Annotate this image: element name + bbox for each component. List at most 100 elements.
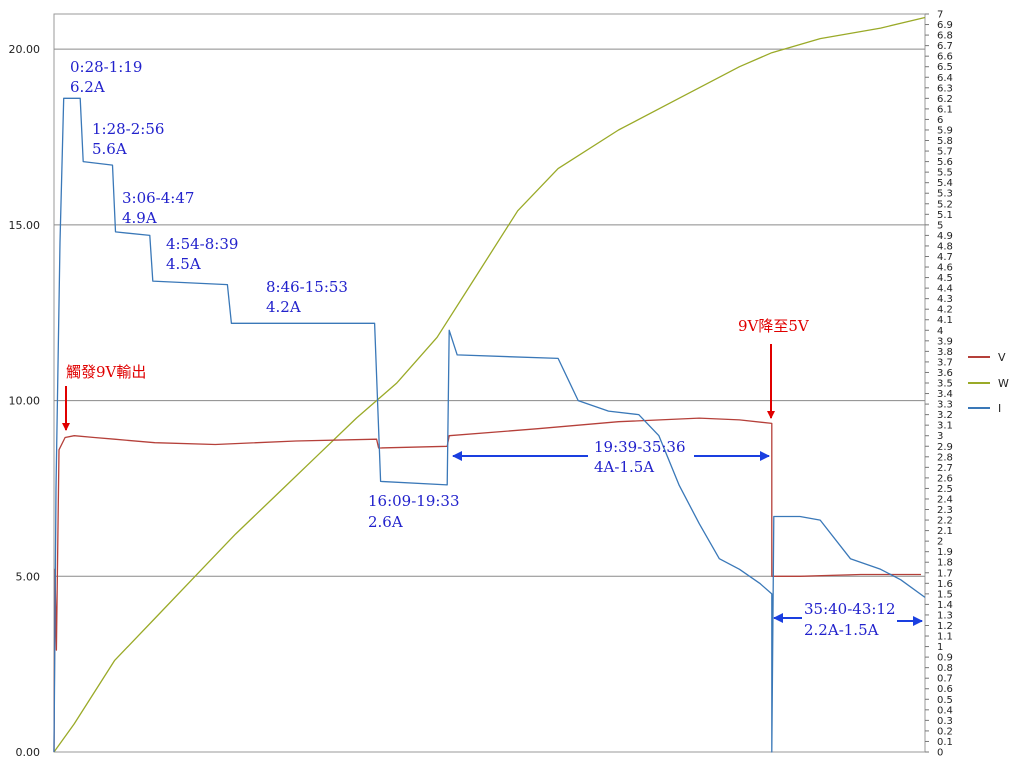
right-tick-label: 3.4 — [937, 389, 953, 400]
right-tick-label: 3.8 — [937, 347, 953, 358]
right-tick-label: 1.6 — [937, 579, 953, 590]
right-tick-label: 6.9 — [937, 20, 953, 31]
right-tick-label: 3.5 — [937, 379, 953, 390]
right-tick-label: 7 — [937, 10, 943, 21]
ann-current-7: 4A-1.5A — [594, 458, 654, 476]
right-tick-label: 3.1 — [937, 421, 953, 432]
right-tick-label: 5.7 — [937, 147, 953, 158]
annotation-arrows — [62, 344, 923, 626]
right-tick-label: 1.9 — [937, 547, 953, 558]
right-tick-label: 4.1 — [937, 315, 953, 326]
right-tick-label: 6.6 — [937, 52, 953, 63]
right-tick-label: 5.4 — [937, 178, 953, 189]
right-tick-label: 2.5 — [937, 484, 953, 495]
plot-area — [53, 13, 926, 753]
ann-time-1: 0:28-1:19 — [70, 58, 142, 76]
legend-label-w: W — [998, 377, 1009, 390]
right-tick-label: 2.4 — [937, 494, 953, 505]
right-tick-label: 5.9 — [937, 125, 953, 136]
right-tick-label: 6 — [937, 115, 943, 126]
right-tick-label: 1.1 — [937, 632, 953, 643]
right-tick-label: 2.3 — [937, 505, 953, 516]
right-tick-label: 1.4 — [937, 600, 953, 611]
right-tick-label: 1 — [937, 642, 943, 653]
right-tick-label: 4.6 — [937, 263, 953, 274]
right-tick-label: 3.6 — [937, 368, 953, 379]
right-tick-label: 5.2 — [937, 199, 953, 210]
right-tick-label: 1.7 — [937, 568, 953, 579]
right-tick-label: 0 — [937, 748, 943, 759]
left-tick-label: 0.00 — [16, 746, 41, 759]
ann-current-4: 4.5A — [166, 255, 201, 273]
right-tick-label: 4.8 — [937, 241, 953, 252]
series-lines — [53, 16, 926, 753]
left-tick-label: 20.00 — [9, 43, 41, 56]
right-tick-label: 5.5 — [937, 168, 953, 179]
right-tick-label: 6.1 — [937, 104, 953, 115]
right-tick-label: 3 — [937, 431, 943, 442]
right-tick-label: 5.1 — [937, 210, 953, 221]
left-axis: 0.00 5.00 10.00 15.00 20.00 — [9, 43, 41, 759]
right-tick-label: 2 — [937, 537, 943, 548]
right-tick-label: 3.3 — [937, 400, 953, 411]
ann-time-5: 8:46-15:53 — [266, 278, 348, 296]
right-tick-label: 1.8 — [937, 558, 953, 569]
ann-current-2: 5.6A — [92, 140, 127, 158]
ann-time-2: 1:28-2:56 — [92, 120, 164, 138]
right-tick-label: 6.5 — [937, 62, 953, 73]
legend-label-i: I — [998, 402, 1001, 415]
series-line-w — [53, 16, 926, 753]
right-tick-label: 2.8 — [937, 452, 953, 463]
right-tick-label: 4.9 — [937, 231, 953, 242]
ann-current-8: 2.2A-1.5A — [804, 621, 879, 639]
right-tick-label: 5.6 — [937, 157, 953, 168]
right-tick-label: 3.7 — [937, 357, 953, 368]
legend-label-v: V — [998, 351, 1006, 364]
series-line-i — [53, 97, 926, 753]
right-tick-label: 0.2 — [937, 726, 953, 737]
ann-time-8: 35:40-43:12 — [804, 600, 896, 618]
right-tick-label: 6.4 — [937, 73, 953, 84]
right-tick-label: 5.8 — [937, 136, 953, 147]
right-tick-label: 0.5 — [937, 695, 953, 706]
annotations: 0:28-1:19 6.2A 1:28-2:56 5.6A 3:06-4:47 … — [66, 58, 896, 639]
right-tick-label: 2.2 — [937, 516, 953, 527]
right-tick-label: 4.2 — [937, 305, 953, 316]
right-tick-label: 4.4 — [937, 284, 953, 295]
right-tick-label: 1.5 — [937, 589, 953, 600]
right-tick-label: 0.6 — [937, 684, 953, 695]
right-tick-label: 2.6 — [937, 473, 953, 484]
right-axis: 00.10.20.30.40.50.60.70.80.911.11.21.31.… — [925, 10, 953, 759]
right-tick-label: 4.5 — [937, 273, 953, 284]
right-tick-label: 4.3 — [937, 294, 953, 305]
right-tick-label: 6.3 — [937, 83, 953, 94]
ann-time-6: 16:09-19:33 — [368, 492, 460, 510]
right-tick-label: 5 — [937, 220, 943, 231]
ann-time-7: 19:39-35:36 — [594, 438, 686, 456]
ann-current-6: 2.6A — [368, 513, 403, 531]
right-tick-label: 6.7 — [937, 41, 953, 52]
right-tick-label: 0.4 — [937, 705, 953, 716]
left-tick-label: 15.00 — [9, 219, 41, 232]
right-tick-label: 3.9 — [937, 336, 953, 347]
ann-time-4: 4:54-8:39 — [166, 235, 238, 253]
right-tick-label: 5.3 — [937, 189, 953, 200]
right-tick-label: 0.3 — [937, 716, 953, 727]
ann-current-3: 4.9A — [122, 209, 157, 227]
right-tick-label: 0.1 — [937, 737, 953, 748]
right-tick-label: 6.2 — [937, 94, 953, 105]
series-line-v — [53, 417, 921, 753]
right-tick-label: 1.3 — [937, 610, 953, 621]
right-tick-label: 0.8 — [937, 663, 953, 674]
right-tick-label: 6.8 — [937, 31, 953, 42]
ann-current-5: 4.2A — [266, 298, 301, 316]
ann-9v-trigger: 觸發9V輸出 — [66, 363, 146, 381]
ann-9v-to-5v: 9V降至5V — [738, 317, 810, 335]
right-tick-label: 3.2 — [937, 410, 953, 421]
right-tick-label: 4.7 — [937, 252, 953, 263]
ann-current-1: 6.2A — [70, 78, 105, 96]
right-tick-label: 2.1 — [937, 526, 953, 537]
right-tick-label: 4 — [937, 326, 943, 337]
left-tick-label: 5.00 — [16, 570, 41, 583]
legend: V W I — [968, 351, 1009, 415]
